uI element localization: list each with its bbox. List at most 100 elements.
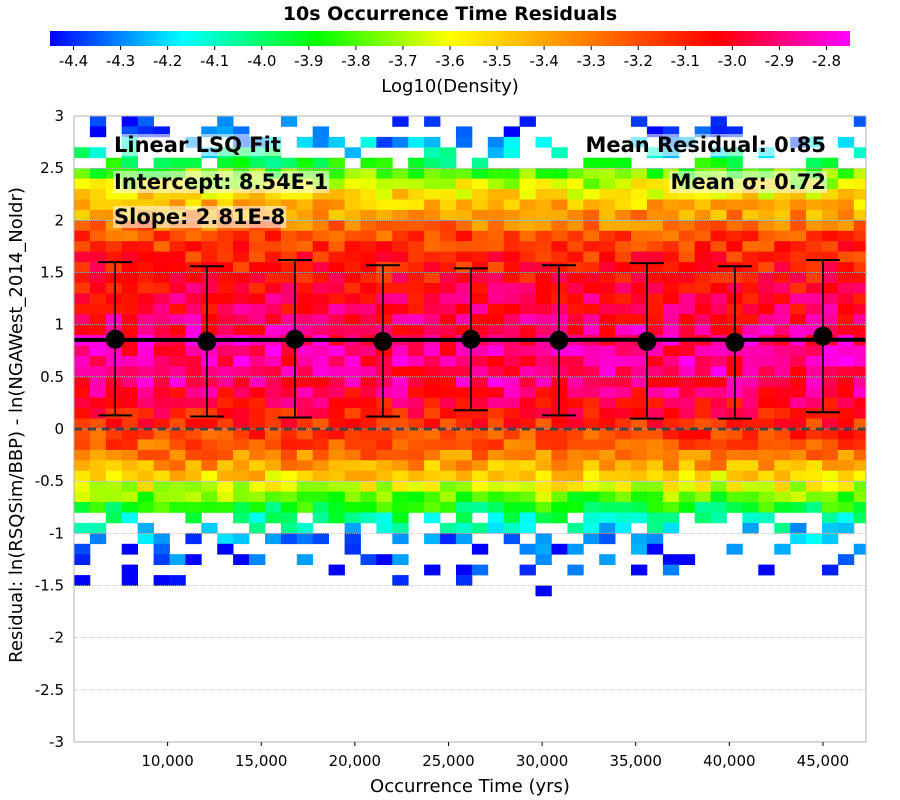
heatmap-cell xyxy=(535,376,552,388)
heatmap-cell xyxy=(201,314,218,325)
heatmap-cell xyxy=(678,397,696,409)
heatmap-cell xyxy=(376,439,393,451)
heatmap-cell xyxy=(646,293,664,305)
heatmap-cell xyxy=(535,481,552,492)
heatmap-cell xyxy=(217,241,234,252)
heatmap-cell xyxy=(408,449,425,461)
heatmap-cell xyxy=(201,241,218,252)
heatmap-cell xyxy=(408,303,425,315)
heatmap-cell xyxy=(201,418,218,430)
heatmap-cell xyxy=(583,345,600,357)
heatmap-cell xyxy=(774,481,791,492)
heatmap-cell xyxy=(153,575,170,586)
heatmap-cell xyxy=(662,251,680,263)
heatmap-cell xyxy=(535,303,552,315)
heatmap-cell xyxy=(758,293,775,305)
heatmap-cell xyxy=(280,470,298,482)
heatmap-cell xyxy=(265,366,282,378)
heatmap-cell xyxy=(822,251,839,263)
heatmap-cell xyxy=(615,491,632,503)
heatmap-cell xyxy=(440,272,457,284)
heatmap-cell xyxy=(646,418,664,430)
heatmap-cell xyxy=(74,554,91,565)
heatmap-cell xyxy=(631,533,648,545)
heatmap-cell xyxy=(806,189,823,200)
heatmap-cell xyxy=(217,303,234,315)
heatmap-cell xyxy=(503,241,520,252)
heatmap-cell xyxy=(137,272,154,284)
heatmap-cell xyxy=(535,460,552,472)
heatmap-cell xyxy=(265,230,282,242)
heatmap-cell xyxy=(185,314,202,325)
heatmap-cell xyxy=(646,209,664,221)
heatmap-cell xyxy=(249,189,266,200)
heatmap-cell xyxy=(519,189,536,200)
heatmap-cell xyxy=(615,408,632,419)
heatmap-cell xyxy=(710,460,727,472)
heatmap-cell xyxy=(440,178,457,190)
heatmap-cell xyxy=(344,429,361,440)
heatmap-cell xyxy=(774,470,791,482)
heatmap-cell xyxy=(471,397,489,409)
heatmap-cell xyxy=(249,418,266,430)
heatmap-cell xyxy=(853,241,866,252)
heatmap-cell xyxy=(471,418,489,430)
heatmap-cell xyxy=(360,324,377,336)
heatmap-cell xyxy=(233,199,250,211)
heatmap-cell xyxy=(440,522,457,534)
heatmap-cell xyxy=(233,533,250,545)
heatmap-cell xyxy=(89,262,107,273)
heatmap-cell xyxy=(678,199,696,211)
heatmap-cell xyxy=(296,199,314,211)
heatmap-cell xyxy=(89,533,107,545)
colorbar-tick-label: -4.2 xyxy=(153,52,182,70)
heatmap-cell xyxy=(296,209,314,221)
heatmap-cell xyxy=(790,429,807,440)
heatmap-cell xyxy=(471,543,489,555)
heatmap-cell xyxy=(74,168,91,179)
heatmap-cell xyxy=(471,230,489,242)
heatmap-cell xyxy=(662,408,680,419)
heatmap-cell xyxy=(169,408,186,419)
heatmap-cell xyxy=(376,502,393,513)
heatmap-cell xyxy=(822,366,839,378)
heatmap-cell xyxy=(471,439,489,451)
heatmap-cell xyxy=(487,439,505,451)
heatmap-cell xyxy=(837,314,855,325)
y-axis-label: Residual: ln(RSQSim/BBP) - ln(NGAWest_20… xyxy=(6,187,27,663)
heatmap-cell xyxy=(631,272,648,284)
heatmap-cell xyxy=(74,189,91,200)
heatmap-cell xyxy=(456,189,473,200)
heatmap-cell xyxy=(535,366,552,378)
y-tick-label: -1.5 xyxy=(35,577,64,595)
heatmap-cell xyxy=(742,345,759,357)
heatmap-cell xyxy=(392,449,409,461)
heatmap-cell xyxy=(471,220,489,232)
y-tick-label: -0.5 xyxy=(35,472,64,490)
heatmap-cell xyxy=(280,408,298,419)
heatmap-cell xyxy=(249,554,266,565)
heatmap-cell xyxy=(249,512,266,524)
heatmap-cell xyxy=(296,481,314,492)
heatmap-cell xyxy=(678,189,696,200)
heatmap-cell xyxy=(822,387,839,399)
heatmap-cell xyxy=(567,220,584,232)
heatmap-cell xyxy=(201,376,218,388)
heatmap-cell xyxy=(742,366,759,378)
heatmap-cell xyxy=(217,408,234,419)
heatmap-cell xyxy=(599,230,616,242)
heatmap-cell xyxy=(360,460,377,472)
heatmap-cell xyxy=(169,262,186,273)
heatmap-cell xyxy=(280,397,298,409)
heatmap-cell xyxy=(440,429,457,440)
heatmap-cell xyxy=(790,262,807,273)
heatmap-cell xyxy=(837,470,855,482)
heatmap-cell xyxy=(360,418,377,430)
heatmap-cell xyxy=(376,241,393,252)
heatmap-cell xyxy=(806,272,823,284)
heatmap-cell xyxy=(631,356,648,367)
heatmap-cell xyxy=(344,376,361,388)
heatmap-cell xyxy=(646,189,664,200)
heatmap-cell xyxy=(137,293,154,305)
heatmap-cell xyxy=(471,408,489,419)
